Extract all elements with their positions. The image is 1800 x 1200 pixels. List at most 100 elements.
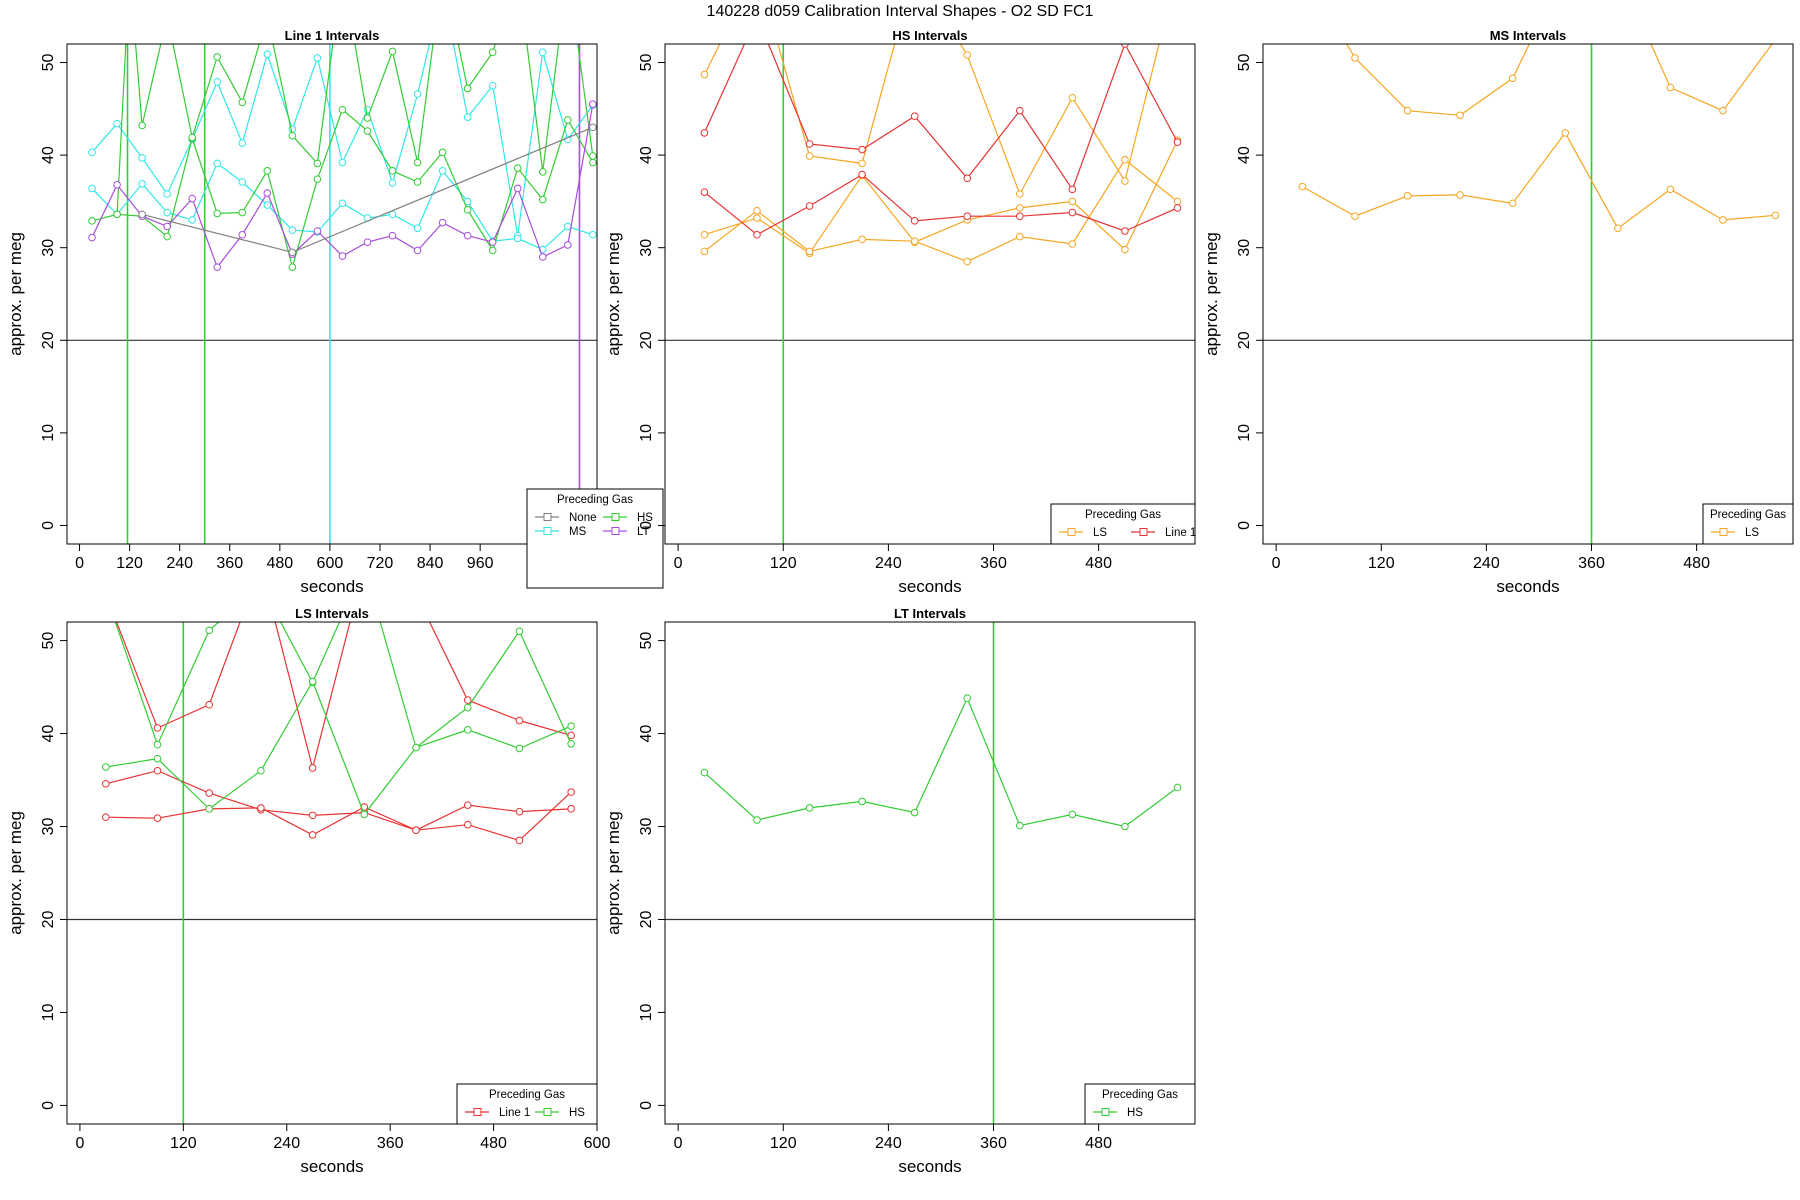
data-point — [513, 164, 522, 172]
data-point — [308, 811, 317, 820]
series-line-ls — [1302, 131, 1776, 230]
data-point — [238, 139, 247, 147]
data-point — [589, 100, 597, 108]
data-point — [205, 700, 213, 709]
data-point — [589, 230, 597, 239]
data-point — [213, 159, 222, 168]
series-line-ls — [704, 140, 1179, 255]
legend-entry: LS — [1093, 527, 1107, 539]
y-tick-label: 30 — [638, 239, 655, 257]
data-point — [463, 820, 472, 829]
data-point — [363, 238, 372, 246]
data-point — [1015, 212, 1024, 221]
data-point — [388, 179, 397, 187]
x-tick-label: 360 — [980, 1135, 1007, 1152]
data-point — [213, 78, 222, 86]
data-point — [88, 184, 96, 193]
data-point — [213, 209, 222, 218]
series-line-hs — [703, 696, 1178, 828]
data-point — [213, 53, 222, 61]
y-tick-label: 0 — [638, 1101, 655, 1110]
data-point — [963, 212, 972, 221]
data-point — [308, 764, 317, 772]
x-tick-label: 0 — [674, 1135, 683, 1152]
data-point — [1068, 810, 1077, 819]
data-point — [1771, 211, 1780, 220]
data-point — [488, 238, 497, 246]
legend-box — [1702, 503, 1794, 545]
data-point — [164, 13, 171, 20]
y-tick-label: 0 — [40, 521, 57, 530]
x-tick-label: 360 — [216, 555, 243, 572]
legend-entry: None — [569, 512, 597, 524]
data-point — [205, 626, 213, 635]
data-point — [413, 246, 422, 255]
data-point — [567, 788, 575, 796]
series-line-line-1 — [115, 622, 572, 769]
data-point — [413, 591, 420, 598]
data-point — [963, 694, 972, 703]
legend: Preceding Gas LS — [1702, 503, 1794, 545]
x-tick-label: 600 — [584, 1135, 611, 1152]
y-tick-label: 20 — [638, 331, 655, 349]
data-point — [567, 805, 575, 813]
legend-title: Preceding Gas — [1085, 509, 1161, 521]
chart-panel-1: Line 1 Intervals 0 120 240 360 480 600 720 840 96… — [6, 13, 664, 596]
y-tick-label: 20 — [638, 910, 655, 928]
data-point — [1403, 106, 1412, 115]
y-tick-label: 0 — [638, 521, 655, 530]
x-axis-label: seconds — [898, 1157, 961, 1176]
data-point — [858, 170, 866, 179]
data-point — [753, 230, 761, 239]
data-point — [101, 779, 110, 788]
x-tick-label: 120 — [116, 555, 143, 572]
y-tick-label: 10 — [40, 1003, 57, 1021]
data-point — [363, 114, 372, 122]
x-tick-label: 0 — [75, 1135, 84, 1152]
x-tick-label: 840 — [417, 555, 444, 572]
figure-title: 140228 d059 Calibration Interval Shapes … — [707, 3, 1094, 20]
series-line-line-1 — [105, 770, 572, 842]
x-tick-label: 0 — [1272, 555, 1281, 572]
legend: Preceding Gas Line 1 HS — [456, 1083, 598, 1125]
data-point — [589, 152, 597, 160]
y-tick-label: 40 — [40, 725, 57, 743]
legend-entry: HS — [1127, 1107, 1143, 1119]
plot-area — [1263, 44, 1793, 544]
x-tick-label: 240 — [273, 1135, 300, 1152]
data-point — [1298, 182, 1307, 191]
data-point — [589, 123, 597, 132]
y-tick-label: 40 — [1236, 146, 1253, 164]
x-tick-label: 0 — [674, 555, 683, 572]
legend-swatch-marker — [543, 513, 552, 521]
y-tick-label: 20 — [40, 910, 57, 928]
data-point — [1121, 227, 1129, 235]
data-point — [313, 227, 322, 235]
series-line-line-1 — [704, 173, 1178, 236]
legend-title: Preceding Gas — [489, 1089, 565, 1101]
data-point — [1173, 204, 1182, 212]
plot-area — [665, 622, 1195, 1124]
data-point — [88, 148, 96, 157]
y-tick-label: 40 — [40, 146, 57, 164]
plot-frame — [664, 621, 1196, 1125]
data-point — [288, 131, 297, 140]
legend-swatch-marker — [473, 1108, 482, 1116]
y-axis-label: approx. per meg — [604, 232, 623, 356]
data-point — [753, 214, 761, 222]
data-point — [313, 159, 322, 168]
plot-area — [67, 13, 597, 544]
data-point — [805, 804, 814, 812]
series-line-hs — [105, 680, 572, 816]
data-point — [1719, 106, 1727, 115]
y-tick-label: 50 — [638, 632, 655, 650]
legend-box — [456, 1083, 598, 1125]
data-point — [1666, 185, 1675, 194]
data-point — [238, 230, 247, 239]
x-axis-label: seconds — [1496, 577, 1559, 596]
data-point — [700, 70, 709, 79]
data-point — [1613, 224, 1622, 233]
data-point — [163, 222, 171, 231]
data-point — [338, 158, 347, 167]
data-point — [412, 826, 420, 835]
